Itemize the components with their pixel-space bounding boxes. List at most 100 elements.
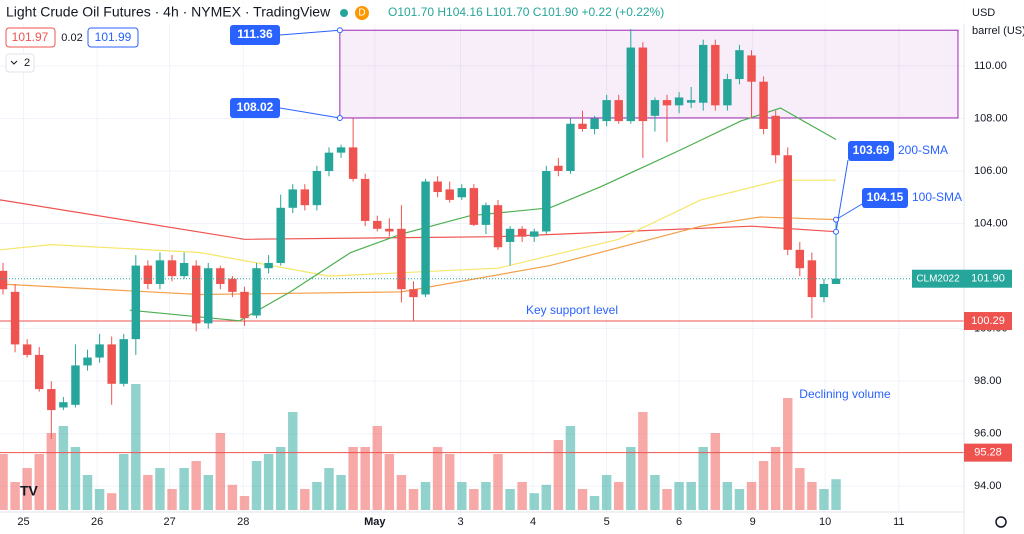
volume-bar bbox=[106, 493, 117, 510]
range-box bbox=[339, 29, 959, 119]
volume-bar bbox=[300, 489, 310, 510]
volume-bar bbox=[167, 489, 177, 510]
volume-bar bbox=[215, 433, 226, 510]
candle-body bbox=[433, 181, 442, 193]
volume-bar bbox=[626, 447, 636, 510]
callout-point bbox=[336, 27, 343, 34]
volume-bar bbox=[589, 496, 600, 510]
volume-bar bbox=[348, 447, 358, 510]
sma-line bbox=[0, 179, 836, 277]
candle-body bbox=[276, 207, 285, 263]
volume-bar bbox=[432, 447, 443, 510]
volume-bar bbox=[179, 468, 189, 510]
volume-bar bbox=[517, 482, 527, 510]
candle-body bbox=[0, 270, 8, 290]
legend-entry: 200-SMA bbox=[898, 143, 948, 157]
candle-body bbox=[686, 100, 696, 103]
volume-bar bbox=[505, 489, 515, 510]
indicator-count: 2 bbox=[24, 57, 30, 69]
volume-bar bbox=[481, 482, 491, 510]
volume-bar bbox=[577, 489, 588, 510]
candle-body bbox=[542, 171, 551, 232]
volume-bar bbox=[553, 440, 564, 510]
callout-text: 111.36 bbox=[237, 27, 273, 41]
volume-bar bbox=[239, 496, 250, 510]
spread: 0.02 bbox=[61, 32, 82, 44]
volume-bar bbox=[372, 426, 382, 510]
annotation: Key support level bbox=[526, 303, 618, 317]
chevron bbox=[10, 60, 18, 65]
volume-bar bbox=[541, 484, 552, 510]
volume-bar bbox=[143, 475, 153, 510]
candle-body bbox=[626, 47, 636, 122]
volume-bar bbox=[408, 489, 419, 510]
callout-box bbox=[230, 25, 280, 45]
volume-bar bbox=[191, 461, 201, 510]
x-tick-label: 4 bbox=[530, 516, 536, 528]
candle-body bbox=[47, 389, 56, 411]
volume-bar bbox=[251, 461, 262, 510]
candle-body bbox=[493, 205, 503, 248]
ask-box[interactable] bbox=[87, 27, 139, 48]
symbol-label-box bbox=[912, 269, 964, 288]
volume-bar bbox=[734, 489, 745, 510]
volume-bar bbox=[34, 454, 44, 510]
indicator-toggle[interactable] bbox=[5, 53, 35, 73]
candle-body bbox=[674, 97, 684, 106]
volume-bar bbox=[396, 475, 407, 510]
candle-body bbox=[554, 165, 563, 172]
unit: barrel (US) bbox=[972, 25, 1024, 37]
volume-bar bbox=[10, 482, 20, 510]
volume-bar bbox=[686, 482, 696, 510]
candle-body bbox=[650, 100, 660, 116]
annotation: Declining volume bbox=[799, 387, 891, 401]
candle-body bbox=[167, 260, 177, 277]
callout-line bbox=[279, 107, 340, 119]
candle-body bbox=[614, 100, 623, 122]
candle-body bbox=[59, 402, 68, 408]
volume-bar bbox=[203, 475, 213, 510]
y-tick-label: 108.00 bbox=[974, 112, 1008, 124]
callout-text: 103.69 bbox=[853, 143, 890, 157]
volume-bar bbox=[324, 468, 334, 510]
volume-bar bbox=[444, 454, 455, 510]
sma-line bbox=[129, 107, 837, 322]
callout-text: 108.02 bbox=[237, 100, 274, 114]
volume-bar bbox=[469, 489, 479, 510]
candle-body bbox=[312, 171, 322, 206]
volume-bar bbox=[698, 447, 708, 510]
callout-line bbox=[835, 203, 863, 221]
candle-body bbox=[566, 123, 575, 172]
callout-text: 104.15 bbox=[867, 190, 904, 204]
volume-bar bbox=[58, 426, 69, 510]
candle-body bbox=[143, 265, 153, 284]
logo: TV bbox=[20, 483, 39, 499]
plot-area bbox=[0, 0, 964, 512]
x-tick-label: 11 bbox=[893, 516, 904, 528]
volume-bar bbox=[275, 447, 286, 510]
volume-bar bbox=[263, 454, 274, 510]
y-tick-label: 104.00 bbox=[974, 217, 1008, 229]
volume-bar bbox=[758, 461, 769, 510]
x-tick-label: 6 bbox=[676, 516, 682, 528]
volume-bar bbox=[529, 493, 539, 510]
x-tick-label: 9 bbox=[750, 516, 756, 528]
volume-bar bbox=[783, 398, 793, 510]
bid-box[interactable] bbox=[5, 27, 56, 48]
settings-icon[interactable] bbox=[995, 516, 1007, 528]
price-label-box bbox=[964, 269, 1012, 288]
candle-body bbox=[517, 228, 527, 237]
volume-bar bbox=[312, 482, 322, 510]
volume-bar bbox=[384, 454, 395, 510]
candle-body bbox=[795, 249, 805, 269]
bid: 101.97 bbox=[12, 30, 49, 44]
x-tick-label: 10 bbox=[819, 516, 831, 528]
candle-body bbox=[83, 357, 92, 366]
candle-body bbox=[385, 228, 394, 232]
candle-body bbox=[723, 79, 732, 106]
callout-point bbox=[336, 114, 343, 121]
candle-body bbox=[831, 278, 841, 284]
candle-body bbox=[711, 44, 720, 106]
candle-body bbox=[590, 118, 599, 129]
